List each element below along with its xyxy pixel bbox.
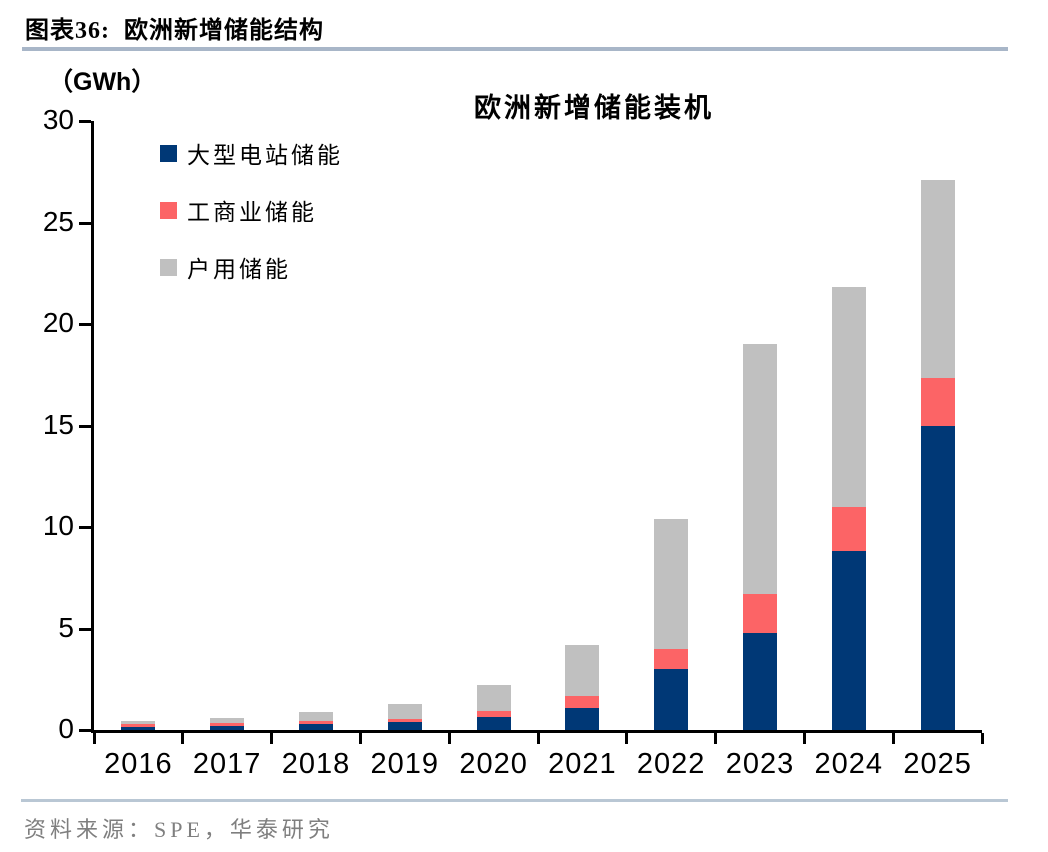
bar-segment	[210, 722, 245, 726]
x-tick	[536, 733, 540, 744]
y-tick	[79, 424, 91, 428]
bar-segment	[121, 726, 156, 730]
y-axis-label: 25	[42, 205, 74, 237]
x-axis-label: 2024	[814, 748, 884, 780]
chart-title: 欧洲新增储能装机	[474, 93, 714, 123]
y-axis-unit-label: （GWh）	[48, 68, 157, 96]
x-tick	[92, 733, 96, 744]
bar-segment	[299, 723, 333, 730]
x-axis-label: 2022	[636, 748, 706, 780]
figure-label: 图表36: 欧洲新增储能结构	[25, 10, 324, 45]
x-tick	[358, 733, 362, 744]
bar-segment	[654, 669, 689, 730]
stacked-bar-2023	[743, 344, 777, 730]
y-axis-label: 10	[42, 510, 74, 541]
bar-segment	[920, 377, 955, 426]
bar-segment	[210, 717, 245, 723]
stacked-bar-2021	[565, 644, 600, 730]
plot-area	[91, 121, 982, 733]
x-axis-label: 2018	[281, 748, 351, 780]
stacked-bar-2025	[920, 179, 955, 730]
figure-number: 图表36:	[25, 18, 110, 44]
legend-label: 户用储能	[187, 257, 291, 282]
x-axis-label: 2025	[903, 748, 972, 780]
stacked-bar-2018	[299, 711, 333, 730]
legend-swatch-icon	[160, 144, 177, 162]
bar-segment	[654, 518, 689, 649]
legend-item: 户用储能	[160, 254, 343, 282]
stacked-bar-2016	[121, 720, 156, 730]
y-tick	[79, 323, 91, 326]
bar-segment	[920, 425, 955, 730]
bar-segment	[387, 721, 422, 730]
y-tick	[79, 729, 91, 732]
bar-segment	[565, 644, 600, 696]
x-axis-label: 2017	[192, 748, 262, 780]
y-tick	[79, 221, 91, 225]
legend-swatch-icon	[160, 201, 177, 219]
bar-segment	[831, 506, 866, 552]
bar-segment	[210, 725, 245, 730]
y-axis-label: 0	[58, 713, 74, 744]
stacked-bar-2022	[654, 518, 689, 730]
bar-segment	[920, 179, 955, 378]
bar-segment	[121, 720, 156, 724]
bar-segment	[476, 685, 511, 711]
y-axis-label: 5	[58, 611, 74, 643]
bar-segment	[565, 695, 600, 708]
bar-segment	[476, 710, 511, 717]
legend: 大型电站储能 工商业储能户用储能	[160, 140, 343, 311]
x-tick	[714, 733, 718, 744]
x-tick	[980, 733, 984, 744]
bar-segment	[121, 723, 156, 727]
y-axis-label: 20	[42, 307, 74, 338]
x-axis-label: 2021	[548, 748, 617, 780]
stacked-bar-2024	[831, 287, 866, 730]
bar-segment	[565, 707, 600, 730]
y-tick	[79, 526, 91, 529]
y-tick	[79, 627, 91, 631]
bar-segment	[743, 594, 777, 633]
stacked-bar-2017	[210, 717, 245, 730]
bar-segment	[743, 344, 777, 594]
bar-segment	[831, 287, 866, 507]
x-tick	[802, 733, 806, 744]
x-axis-label: 2016	[104, 748, 173, 780]
bar-segment	[299, 711, 333, 721]
x-tick	[891, 733, 895, 744]
bar-segment	[476, 716, 511, 730]
bar-segment	[743, 632, 777, 730]
x-tick	[625, 733, 629, 744]
footer-rule	[21, 799, 1008, 802]
legend-item: 工商业储能	[160, 197, 343, 225]
bar-segment	[299, 720, 333, 724]
legend-label: 工商业储能	[187, 200, 317, 225]
x-tick	[181, 733, 185, 744]
x-tick	[447, 733, 451, 744]
stacked-bar-2019	[387, 703, 422, 730]
x-tick	[270, 733, 274, 744]
legend-item: 大型电站储能	[160, 140, 343, 168]
x-axis-label: 2019	[370, 748, 440, 780]
x-axis-label: 2023	[725, 748, 795, 780]
bar-segment	[654, 648, 689, 670]
figure-title: 欧洲新增储能结构	[124, 18, 324, 44]
stacked-bar-2020	[476, 685, 511, 730]
y-axis-label: 30	[42, 104, 74, 135]
source-text: 资料来源：SPE，华泰研究	[24, 817, 334, 842]
bar-segment	[387, 718, 422, 722]
bar-segment	[831, 551, 866, 730]
legend-label: 大型电站储能	[187, 143, 343, 168]
legend-swatch-icon	[160, 258, 177, 276]
bar-segment	[387, 703, 422, 719]
x-axis-label: 2020	[459, 748, 528, 780]
header-rule	[22, 47, 1008, 51]
y-tick	[79, 120, 91, 123]
y-axis-label: 15	[42, 408, 74, 440]
